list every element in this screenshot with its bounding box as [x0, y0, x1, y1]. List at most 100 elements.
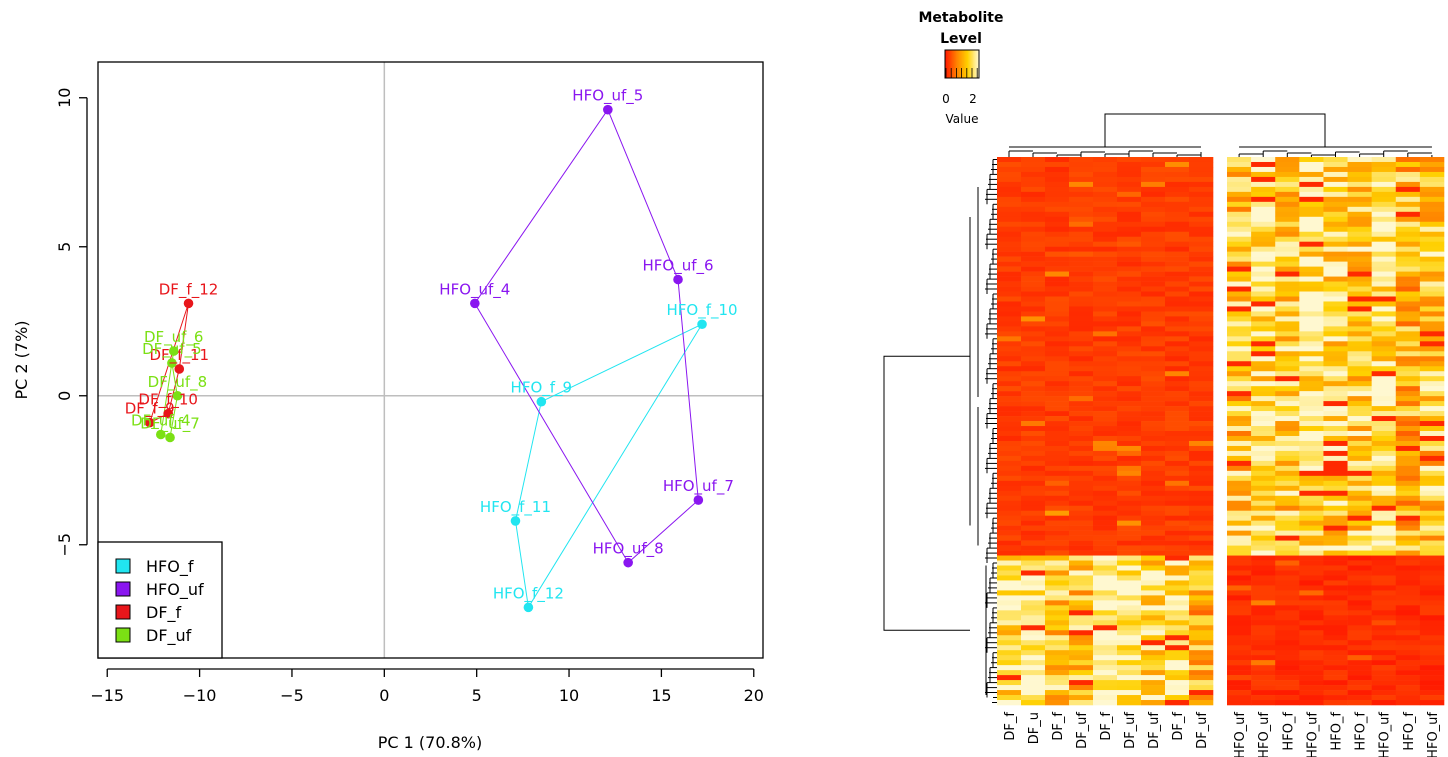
heatmap-cell [1117, 695, 1142, 701]
color-key-step [953, 50, 955, 78]
heatmap-cell [1347, 445, 1372, 452]
heatmap-cell [1189, 485, 1214, 492]
heatmap-cell [1395, 690, 1421, 696]
heatmap-cell [1395, 431, 1421, 437]
heatmap-cell [1045, 630, 1070, 636]
heatmap-cell [1093, 231, 1118, 238]
color-key-step [949, 50, 951, 78]
heatmap-cell [1189, 590, 1214, 596]
heatmap-cell [1117, 670, 1142, 676]
heatmap-cell [1395, 231, 1421, 238]
heatmap-cell [1093, 605, 1118, 611]
heatmap-cell [1117, 281, 1142, 287]
heatmap-cell [1021, 585, 1046, 591]
heatmap-cell [1117, 550, 1142, 556]
heatmap-cell [1395, 326, 1421, 332]
heatmap-cell [1323, 376, 1348, 382]
heatmap-cell [1371, 231, 1397, 238]
heatmap-cell [1021, 351, 1046, 357]
heatmap-cell [1021, 440, 1046, 447]
heatmap-cell [1093, 406, 1118, 412]
heatmap-cell [1045, 266, 1070, 272]
heatmap-cell [1141, 391, 1166, 397]
heatmap-cell [1189, 296, 1214, 302]
heatmap-cell [1069, 695, 1094, 701]
heatmap-cell [1227, 660, 1252, 666]
heatmap-cell [1395, 500, 1421, 507]
heatmap-cell [1117, 411, 1142, 417]
heatmap-cell [1419, 326, 1445, 332]
heatmap-cell [1395, 291, 1421, 297]
heatmap-cell [1069, 321, 1094, 327]
heatmap-cell [997, 316, 1022, 322]
heatmap-cell [1371, 585, 1397, 591]
heatmap-cell [1045, 396, 1070, 402]
heatmap-cell [1395, 680, 1421, 686]
heatmap-cell [1323, 645, 1348, 651]
heatmap-cell [1395, 416, 1421, 422]
column-label: HFO_uf [1257, 712, 1272, 757]
heatmap-cell [1251, 391, 1276, 397]
heatmap-cell [1117, 595, 1142, 601]
heatmap-cell [1021, 505, 1046, 512]
heatmap-cell [1299, 565, 1324, 571]
heatmap-cell [1251, 406, 1276, 412]
heatmap-cell [1275, 515, 1300, 521]
heatmap-cell [1323, 336, 1348, 342]
heatmap-cell [1165, 635, 1190, 641]
heatmap-cell [1371, 460, 1397, 467]
heatmap-cell [1275, 490, 1300, 497]
x-tick-label: 10 [559, 686, 579, 705]
heatmap-cell [1165, 685, 1190, 691]
heatmap-cell [1045, 555, 1070, 561]
heatmap-cell [1371, 615, 1397, 621]
heatmap-cell [1045, 675, 1070, 681]
heatmap-cell [1069, 580, 1094, 586]
heatmap-cell [1165, 485, 1190, 492]
heatmap-cell [1069, 186, 1094, 193]
heatmap-cell [997, 356, 1022, 362]
heatmap-cell [1227, 595, 1252, 601]
heatmap-cell [1395, 316, 1421, 322]
heatmap-cell [1299, 455, 1324, 462]
heatmap-cell [1419, 241, 1445, 247]
heatmap-cell [1189, 381, 1214, 387]
heatmap-cell [1419, 580, 1445, 586]
heatmap-cell [1275, 630, 1300, 636]
heatmap-cell [1227, 241, 1252, 247]
heatmap-cell [1347, 301, 1372, 307]
heatmap-cell [1165, 416, 1190, 422]
heatmap-cell [1323, 316, 1348, 322]
heatmap-cell [1045, 565, 1070, 571]
heatmap-cell [1189, 171, 1214, 178]
heatmap-cell [1021, 321, 1046, 327]
heatmap-cell [1251, 241, 1276, 247]
heatmap-cell [1251, 630, 1276, 636]
y-tick-label: 10 [55, 88, 74, 108]
heatmap-cell [1093, 655, 1118, 661]
heatmap-cell [1227, 435, 1252, 442]
heatmap-cell [1227, 331, 1252, 337]
heatmap-cell [1093, 201, 1118, 208]
heatmap-cell [1419, 276, 1445, 282]
heatmap-cell [1021, 490, 1046, 497]
heatmap-cell [1021, 266, 1046, 272]
heatmap-cell [1093, 440, 1118, 447]
heatmap-cell [1045, 351, 1070, 357]
label-HFO_f_10: HFO_f_10 [666, 301, 737, 320]
heatmap-cell [1299, 645, 1324, 651]
heatmap-cell [1141, 311, 1166, 317]
heatmap-cell [1299, 231, 1324, 238]
heatmap-cell [1227, 376, 1252, 382]
heatmap-cell [1299, 490, 1324, 497]
heatmap-cell [1251, 495, 1276, 502]
heatmap-cell [1021, 236, 1046, 242]
heatmap-cell [1275, 351, 1300, 357]
heatmap-cell [1299, 356, 1324, 362]
heatmap-cell [1371, 440, 1397, 447]
heatmap-cell [1419, 570, 1445, 576]
heatmap-cell [997, 206, 1022, 213]
heatmap-cell [1395, 341, 1421, 347]
heatmap-cell [1227, 475, 1252, 482]
heatmap-cell [1117, 635, 1142, 641]
